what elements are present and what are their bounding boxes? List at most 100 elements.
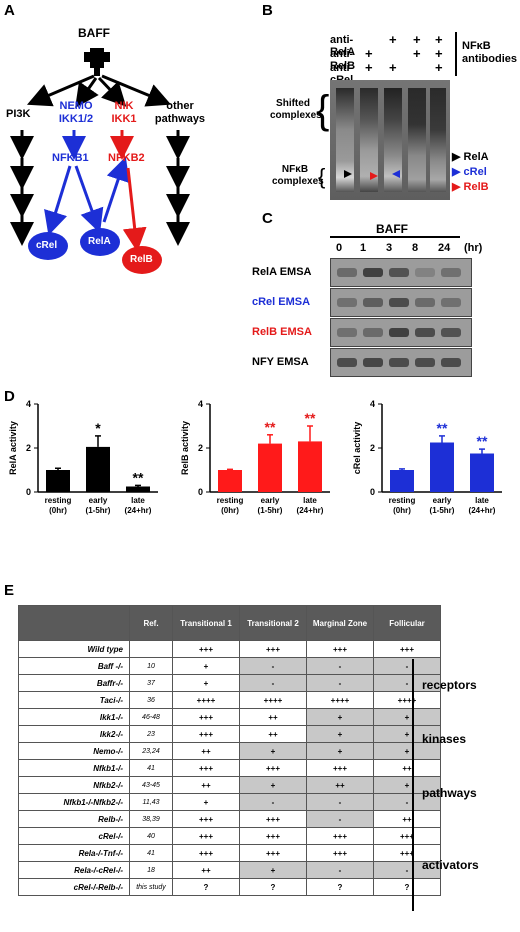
emsa-blot	[330, 318, 472, 347]
crel-blob	[28, 232, 68, 260]
bar-charts: 0 2 4 RelA activity resting (0hr) * early (1-5hr…	[0, 398, 520, 538]
reference-cell	[129, 640, 173, 658]
emsa-blot	[330, 288, 472, 317]
genotype-cell: Taci-/-	[18, 691, 130, 709]
phenotype-cell: ++	[172, 861, 240, 879]
genotype-cell: Nemo-/-	[18, 742, 130, 760]
reference-cell: 46-48	[129, 708, 173, 726]
category-label: (1-5hr)	[430, 506, 455, 515]
y-tick-label: 0	[26, 487, 31, 497]
table-row: Nfkb1-/- 41 +++ +++ +++ ++	[18, 759, 441, 777]
other-pathways-label: other pathways	[154, 100, 206, 125]
group-bracket	[412, 713, 414, 767]
antibody-mark: +	[365, 46, 373, 61]
emsa-row: RelA EMSA	[250, 258, 510, 287]
reference-cell: 18	[129, 861, 173, 879]
emsa-band	[441, 298, 461, 307]
nfkb-complexes-label: NFκB complexes	[272, 164, 324, 187]
phenotype-cell: ++	[239, 708, 307, 726]
emsa-row: cRel EMSA	[250, 288, 510, 317]
table-header-cell: Transitional 1	[172, 605, 240, 641]
y-tick-label: 2	[26, 443, 31, 453]
group-bracket	[412, 821, 414, 911]
phenotype-cell: +++	[306, 844, 374, 862]
phenotype-cell: -	[306, 674, 374, 692]
phenotype-cell: ?	[239, 878, 307, 896]
y-axis-label: RelB activity	[180, 421, 190, 475]
phenotype-cell: ?	[306, 878, 374, 896]
emsa-band	[415, 268, 435, 277]
y-tick-label: 2	[370, 443, 375, 453]
emsa-row-label: RelA EMSA	[252, 266, 312, 278]
table-header-cell: Marginal Zone	[306, 605, 374, 641]
emsa-row-label: RelB EMSA	[252, 326, 312, 338]
phenotype-cell: ++++	[172, 691, 240, 709]
table-row: Rela-/-Tnf-/- 41 +++ +++ +++ +++	[18, 844, 441, 862]
emsa-band	[337, 268, 357, 277]
phenotype-cell: +++	[306, 640, 374, 658]
phenotype-cell: -	[239, 793, 307, 811]
significance-mark: **	[437, 420, 448, 436]
reference-cell: 41	[129, 759, 173, 777]
emsa-band	[363, 268, 383, 277]
phenotype-cell: +	[239, 776, 307, 794]
antibody-rows: anti-RelA anti-RelB anti-cRel	[330, 34, 356, 86]
significance-mark: **	[477, 433, 488, 449]
emsa-band	[337, 298, 357, 307]
phenotype-cell: +	[172, 674, 240, 692]
table-row: cRel-/-Relb-/- this study????	[18, 878, 441, 896]
antibody-mark: +	[435, 60, 443, 75]
emsa-row-label: cRel EMSA	[252, 296, 311, 308]
significance-mark: **	[305, 410, 316, 426]
antibodies-label: NFκB antibodies	[462, 40, 518, 65]
phenotype-cell: +++	[172, 759, 240, 777]
pi3k-label: PI3K	[6, 108, 31, 120]
genotype-cell: Ikk1-/-	[18, 708, 130, 726]
category-label: (24+hr)	[125, 506, 152, 515]
table-row: Nfkb1-/-Nfkb2-/- 11,43 + - - -	[18, 793, 441, 811]
timepoint-row: 0 1 3 8 24 (hr)	[330, 242, 510, 256]
genotype-cell: Rela-/-Tnf-/-	[18, 844, 130, 862]
bar	[430, 442, 454, 492]
antibody-mark: +	[389, 60, 397, 75]
phenotype-cell: -	[306, 861, 374, 879]
emsa-band	[389, 268, 409, 277]
table-header-cell: Follicular	[373, 605, 441, 641]
category-label: resting	[389, 496, 416, 505]
phenotype-cell: +++	[373, 827, 441, 845]
bar-chart: 0 2 4 RelB activity resting(0hr) ** early(1-5h…	[180, 399, 330, 515]
timepoint-label: 1	[360, 242, 367, 254]
reference-cell: 43-45	[129, 776, 173, 794]
bar	[258, 443, 282, 492]
emsa-band	[337, 358, 357, 367]
phenotype-cell: +++	[172, 844, 240, 862]
reference-cell: 38,39	[129, 810, 173, 828]
phenotype-cell: ++++	[306, 691, 374, 709]
nemo-label: NEMO IKK1/2	[58, 100, 94, 125]
nfkb-brace: {	[318, 164, 326, 189]
y-tick-label: 2	[198, 443, 203, 453]
emsa-band	[441, 358, 461, 367]
crel-arrowhead	[392, 170, 400, 178]
emsa-band	[415, 298, 435, 307]
antibody-mark: +	[413, 32, 421, 47]
bar	[390, 470, 414, 492]
phenotype-cell: +++	[172, 708, 240, 726]
phenotype-table-wrap: Ref. Transitional 1 Transitional 2 Marginal…	[18, 605, 441, 896]
emsa-band	[389, 298, 409, 307]
table-row: Taci-/- 36 ++++ ++++ ++++ ++++	[18, 691, 441, 709]
phenotype-cell: +	[239, 742, 307, 760]
phenotype-cell: +	[306, 725, 374, 743]
emsa-band	[363, 328, 383, 337]
table-header-cell: Ref.	[129, 605, 173, 641]
phenotype-cell: +++	[172, 640, 240, 658]
band-legend: ▶ RelA ▶ cRel ▶ RelB	[452, 150, 489, 195]
genotype-cell: cRel-/-Relb-/-	[18, 878, 130, 896]
group-bracket	[412, 659, 414, 713]
emsa-band	[363, 298, 383, 307]
table-row: Ikk2-/- 23 +++ ++ + +	[18, 725, 441, 743]
phenotype-cell: +++	[373, 640, 441, 658]
nfkb1-label: NFKB1	[52, 152, 89, 164]
reference-cell: 37	[129, 674, 173, 692]
genotype-cell: Nfkb1-/-	[18, 759, 130, 777]
